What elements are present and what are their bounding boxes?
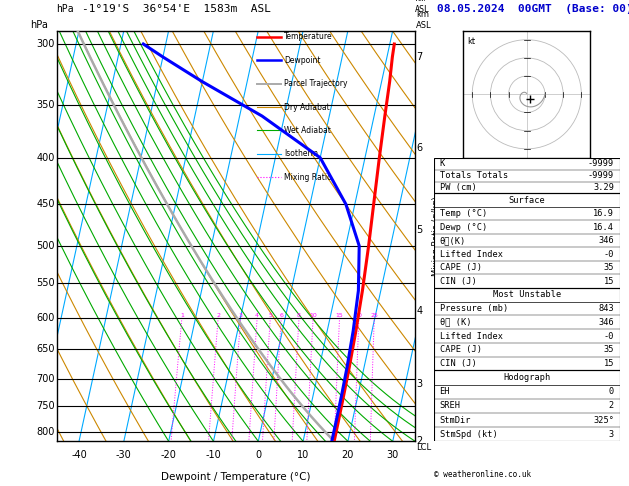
- Text: 7: 7: [416, 52, 423, 62]
- Text: 2: 2: [416, 436, 423, 446]
- Text: km
ASL: km ASL: [415, 0, 430, 14]
- Text: PW (cm): PW (cm): [440, 183, 476, 192]
- Text: -9999: -9999: [587, 159, 614, 168]
- Text: -0: -0: [603, 331, 614, 341]
- Text: Parcel Trajectory: Parcel Trajectory: [284, 79, 348, 88]
- Text: 15: 15: [336, 313, 343, 318]
- Text: K: K: [440, 159, 445, 168]
- Text: 20: 20: [342, 451, 354, 460]
- Text: 550: 550: [36, 278, 55, 289]
- Text: 350: 350: [36, 100, 55, 110]
- Text: 4: 4: [255, 313, 259, 318]
- Text: -10: -10: [206, 451, 221, 460]
- Text: 0: 0: [255, 451, 261, 460]
- Text: Temperature: Temperature: [284, 32, 333, 41]
- Text: 16.4: 16.4: [593, 223, 614, 232]
- Text: 10: 10: [309, 313, 317, 318]
- Text: -0: -0: [603, 250, 614, 259]
- Text: 2: 2: [609, 401, 614, 410]
- Text: 800: 800: [36, 427, 55, 436]
- Text: Totals Totals: Totals Totals: [440, 171, 508, 180]
- Text: 3: 3: [416, 380, 422, 389]
- Text: 10: 10: [297, 451, 309, 460]
- Text: 6: 6: [279, 313, 283, 318]
- Text: Mixing Ratio (g/kg): Mixing Ratio (g/kg): [432, 196, 441, 276]
- Text: hPa: hPa: [30, 20, 48, 30]
- Text: 4: 4: [416, 306, 422, 316]
- Text: Pressure (mb): Pressure (mb): [440, 304, 508, 313]
- Text: StmSpd (kt): StmSpd (kt): [440, 430, 498, 439]
- Text: 346: 346: [598, 236, 614, 245]
- Bar: [434, 158, 620, 193]
- Text: 20: 20: [355, 313, 363, 318]
- Text: -9999: -9999: [587, 171, 614, 180]
- Text: StmDir: StmDir: [440, 416, 471, 425]
- Text: Temp (°C): Temp (°C): [440, 209, 487, 218]
- Text: 500: 500: [36, 241, 55, 251]
- Text: Surface: Surface: [508, 195, 545, 205]
- Text: -30: -30: [116, 451, 131, 460]
- Text: -20: -20: [161, 451, 177, 460]
- Text: 8: 8: [297, 313, 301, 318]
- Text: Dry Adiabat: Dry Adiabat: [284, 103, 330, 111]
- Text: 0: 0: [609, 387, 614, 396]
- Bar: [434, 370, 620, 441]
- Text: SREH: SREH: [440, 401, 460, 410]
- Text: Lifted Index: Lifted Index: [440, 331, 503, 341]
- Text: Mixing Ratio: Mixing Ratio: [284, 173, 332, 182]
- Text: 35: 35: [603, 263, 614, 272]
- Text: 400: 400: [36, 153, 55, 163]
- Text: 16.9: 16.9: [593, 209, 614, 218]
- Text: Most Unstable: Most Unstable: [493, 290, 561, 299]
- Text: 15: 15: [603, 359, 614, 368]
- Text: CIN (J): CIN (J): [440, 359, 476, 368]
- Text: Dewpoint: Dewpoint: [284, 56, 321, 65]
- Text: Wet Adiabat: Wet Adiabat: [284, 126, 331, 135]
- Text: 3: 3: [609, 430, 614, 439]
- Text: 08.05.2024  00GMT  (Base: 00): 08.05.2024 00GMT (Base: 00): [437, 3, 629, 14]
- Text: 5: 5: [416, 225, 423, 235]
- Text: © weatheronline.co.uk: © weatheronline.co.uk: [434, 469, 531, 479]
- Text: 6: 6: [416, 143, 422, 153]
- Text: CAPE (J): CAPE (J): [440, 345, 482, 354]
- Text: Hodograph: Hodograph: [503, 373, 550, 382]
- Text: Isotherm: Isotherm: [284, 149, 318, 158]
- Text: 1: 1: [180, 313, 184, 318]
- Text: hPa: hPa: [57, 3, 74, 14]
- Text: Dewpoint / Temperature (°C): Dewpoint / Temperature (°C): [161, 472, 311, 482]
- Text: 650: 650: [36, 345, 55, 354]
- Text: 600: 600: [36, 313, 55, 323]
- Text: 843: 843: [598, 304, 614, 313]
- Text: 15: 15: [603, 277, 614, 286]
- Text: Dewp (°C): Dewp (°C): [440, 223, 487, 232]
- Text: 3: 3: [238, 313, 243, 318]
- Bar: [434, 193, 620, 288]
- Text: CIN (J): CIN (J): [440, 277, 476, 286]
- Text: θᴇ(K): θᴇ(K): [440, 236, 466, 245]
- Text: CAPE (J): CAPE (J): [440, 263, 482, 272]
- Text: θᴇ (K): θᴇ (K): [440, 318, 471, 327]
- Text: EH: EH: [440, 387, 450, 396]
- Text: 700: 700: [36, 374, 55, 384]
- Text: kt: kt: [467, 37, 475, 46]
- Text: km
ASL: km ASL: [416, 10, 432, 30]
- Text: -1°19'S  36°54'E  1583m  ASL: -1°19'S 36°54'E 1583m ASL: [82, 3, 270, 14]
- Text: LCL: LCL: [416, 443, 431, 452]
- Text: 3.29: 3.29: [593, 183, 614, 192]
- Text: 346: 346: [598, 318, 614, 327]
- Text: 300: 300: [36, 39, 55, 49]
- Text: -40: -40: [71, 451, 87, 460]
- Text: 25: 25: [370, 313, 378, 318]
- Text: 750: 750: [36, 401, 55, 411]
- Text: 450: 450: [36, 199, 55, 209]
- Text: 5: 5: [269, 313, 272, 318]
- Text: 325°: 325°: [593, 416, 614, 425]
- Text: 30: 30: [387, 451, 399, 460]
- Text: Lifted Index: Lifted Index: [440, 250, 503, 259]
- Text: 2: 2: [216, 313, 220, 318]
- Text: 35: 35: [603, 345, 614, 354]
- Bar: [434, 288, 620, 370]
